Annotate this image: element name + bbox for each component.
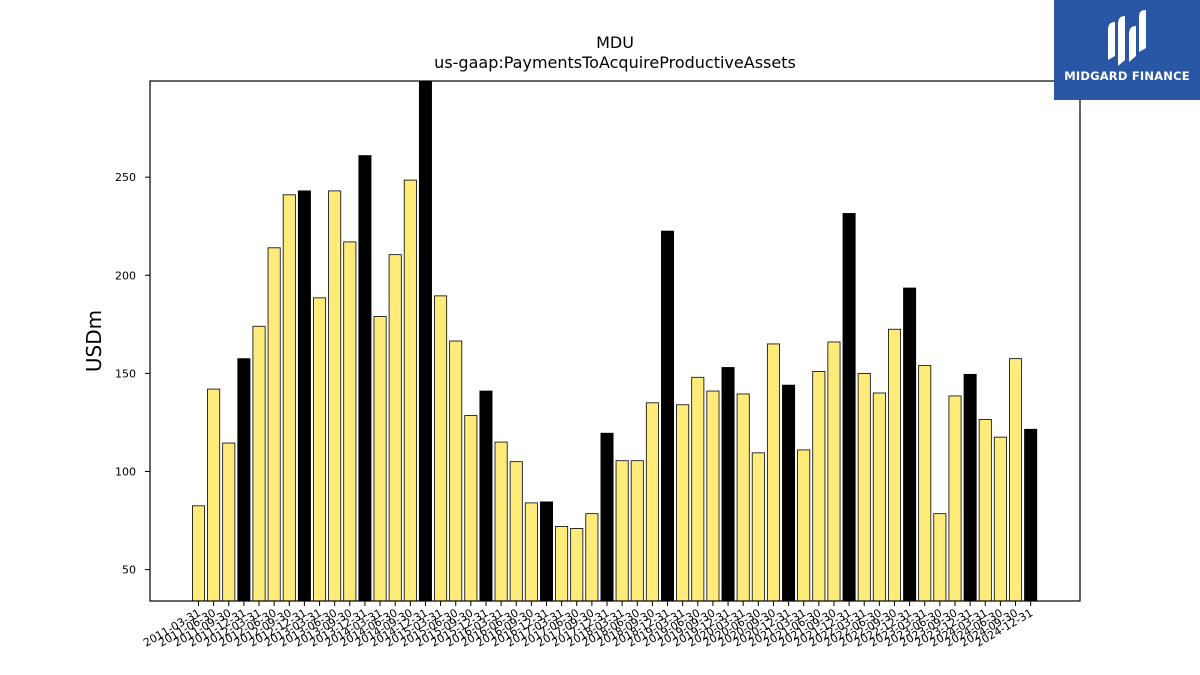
bar-2011-09-30 (222, 442, 236, 602)
bar-2024-09-30 (1009, 358, 1023, 602)
bar-2018-03-31 (615, 460, 629, 602)
bar-2018-12-31 (661, 230, 675, 602)
brand-logo: MIDGARD FINANCE (1054, 0, 1200, 100)
bar-2023-06-30 (933, 513, 947, 602)
bar-2017-03-31 (555, 526, 569, 602)
bar-2021-06-30 (812, 371, 826, 602)
bar-2014-12-31 (418, 80, 432, 602)
bar-2020-12-31 (782, 384, 796, 602)
bar-2022-09-30 (887, 328, 901, 602)
bar-2020-09-30 (766, 343, 780, 602)
bar-2012-06-30 (267, 247, 281, 602)
bar-2023-03-31 (918, 365, 932, 602)
bar-2017-09-30 (585, 513, 599, 602)
bar-2016-09-30 (524, 502, 538, 602)
bar-2022-06-30 (872, 392, 886, 602)
bars-group (191, 80, 1038, 602)
y-tick-label: 200 (115, 269, 136, 282)
y-tick-label: 50 (122, 564, 136, 577)
bar-2022-03-31 (857, 372, 871, 602)
midgard-logo-icon (1108, 10, 1146, 66)
bar-2013-06-30 (328, 190, 342, 602)
y-tick-label: 100 (115, 465, 136, 478)
bar-2019-06-30 (691, 376, 705, 602)
plot-frame (149, 80, 1081, 602)
bar-2024-12-31 (1024, 428, 1038, 602)
bar-2023-09-30 (948, 395, 962, 602)
y-ticks-group: 50 100 150 200 250 (115, 171, 150, 577)
bar-2020-06-30 (751, 452, 765, 602)
bar-2011-03-31 (191, 505, 205, 602)
bar-2015-12-31 (479, 390, 493, 602)
bar-2012-09-30 (282, 194, 296, 602)
bar-2015-06-30 (449, 340, 463, 602)
y-tick-label: 150 (115, 367, 136, 380)
x-ticks-group: 2011-03-312011-06-302011-09-302011-12-31… (141, 601, 1035, 650)
bar-2018-09-30 (645, 402, 659, 602)
bar-2015-09-30 (464, 415, 478, 602)
bar-2013-03-31 (313, 297, 327, 602)
bar-2019-09-30 (706, 390, 720, 602)
bar-2014-09-30 (403, 179, 417, 602)
brand-name: MIDGARD FINANCE (1064, 69, 1190, 83)
bar-2011-12-31 (237, 358, 251, 602)
bar-2019-12-31 (721, 367, 735, 602)
bar-2012-12-31 (297, 190, 311, 602)
bar-2023-12-31 (963, 373, 977, 602)
bar-2020-03-31 (736, 393, 750, 602)
bar-2016-12-31 (539, 501, 553, 602)
chart-subtitle: us-gaap:PaymentsToAcquireProductiveAsset… (434, 53, 796, 72)
bar-2016-06-30 (509, 461, 523, 602)
bar-2015-03-31 (434, 295, 448, 602)
chart-title: MDU (596, 33, 634, 52)
bar-2021-12-31 (842, 213, 856, 602)
bar-2012-03-31 (252, 325, 266, 602)
bar-2013-12-31 (358, 155, 372, 602)
bar-2021-03-31 (797, 449, 811, 602)
bar-2014-06-30 (388, 254, 402, 602)
bar-2022-12-31 (903, 287, 917, 602)
bar-2024-03-31 (978, 419, 992, 602)
bar-2017-12-31 (600, 432, 614, 602)
bar-2017-06-30 (570, 528, 584, 602)
bar-2014-03-31 (373, 316, 387, 602)
bar-2016-03-31 (494, 441, 508, 602)
bar-2024-06-30 (993, 436, 1007, 602)
bar-2021-09-30 (827, 341, 841, 602)
y-axis-label: USDm (82, 310, 106, 372)
y-tick-label: 250 (115, 171, 136, 184)
bar-2011-06-30 (207, 388, 221, 602)
bar-2018-06-30 (630, 460, 644, 602)
bar-2013-09-30 (343, 241, 357, 602)
bar-2019-03-31 (676, 404, 690, 602)
